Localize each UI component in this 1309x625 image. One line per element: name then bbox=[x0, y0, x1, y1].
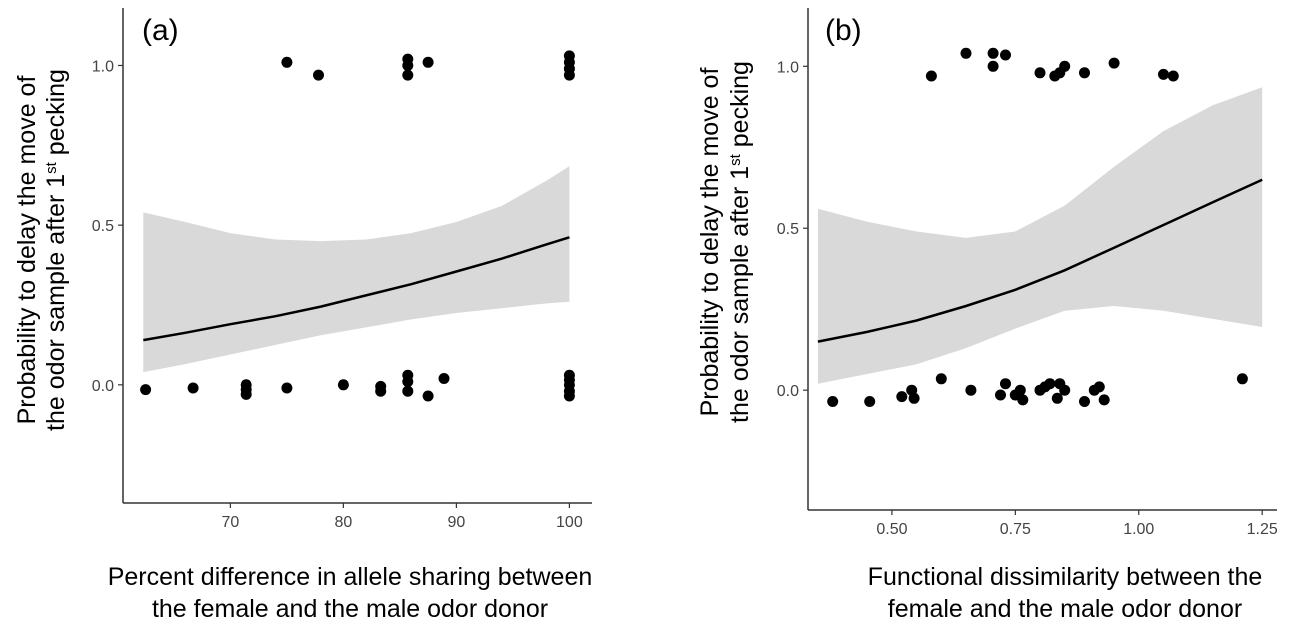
data-point bbox=[896, 391, 908, 403]
x-axis-title-a-line2: the female and the male odor donor bbox=[152, 595, 548, 623]
axes-b bbox=[807, 8, 1277, 511]
data-point bbox=[422, 56, 434, 68]
data-point bbox=[987, 47, 999, 59]
data-point bbox=[281, 382, 293, 394]
data-point bbox=[402, 69, 414, 81]
data-point bbox=[960, 47, 972, 59]
data-point bbox=[422, 390, 434, 402]
data-point bbox=[375, 385, 387, 397]
x-ticks-a: 70 80 90 100 bbox=[221, 503, 583, 531]
data-point bbox=[1108, 57, 1120, 69]
data-point bbox=[995, 389, 1006, 401]
x-ticks-b: 0.50 0.75 1.00 1.25 bbox=[876, 510, 1278, 538]
panel-b: 0.50 0.75 1.00 1.25 0.0 0.5 1.0 (b) Functiona… bbox=[696, 8, 1278, 623]
fitted-line bbox=[817, 178, 1263, 343]
x-axis-title-a-line1: Percent difference in allele sharing bet… bbox=[108, 563, 593, 591]
x-tick-label: 0.75 bbox=[1000, 521, 1031, 538]
y-axis-title-b-superscript: st bbox=[727, 153, 744, 166]
data-point bbox=[1000, 49, 1011, 61]
data-point bbox=[1017, 394, 1029, 406]
y-axis-title-a-superscript: st bbox=[43, 161, 60, 174]
y-axis-title-b-part2: pecking bbox=[726, 61, 754, 154]
fitted-line bbox=[143, 236, 570, 342]
data-point bbox=[1059, 60, 1071, 72]
data-point bbox=[1034, 67, 1046, 79]
data-point bbox=[140, 384, 152, 396]
confidence-band-b bbox=[817, 87, 1263, 384]
data-point bbox=[337, 379, 349, 391]
panel-label-b: (b) bbox=[825, 14, 862, 47]
data-point bbox=[1079, 67, 1090, 79]
x-tick-label: 0.50 bbox=[876, 521, 907, 538]
data-point bbox=[1014, 384, 1026, 396]
confidence-band bbox=[817, 87, 1263, 384]
y-axis-title-a-part1: the odor sample after 1 bbox=[42, 174, 70, 431]
x-axis-title-b-line1: Functional dissimilarity between the bbox=[868, 563, 1263, 591]
data-point bbox=[987, 60, 999, 72]
data-point bbox=[187, 382, 199, 394]
data-point bbox=[1051, 392, 1063, 404]
panel-a: 70 80 90 100 0.0 0.5 1.0 (a) Percent differen… bbox=[13, 8, 592, 623]
y-axis-title-a-line1: Probability to delay the move of bbox=[13, 76, 41, 425]
data-point bbox=[908, 392, 920, 404]
data-point bbox=[402, 60, 414, 71]
x-tick-label: 1.25 bbox=[1247, 521, 1278, 538]
y-ticks-a: 0.0 0.5 1.0 bbox=[92, 58, 123, 395]
data-point bbox=[240, 384, 252, 396]
data-point bbox=[438, 373, 450, 384]
data-point bbox=[1044, 378, 1056, 390]
y-ticks-b: 0.0 0.5 1.0 bbox=[777, 59, 808, 400]
confidence-band-a bbox=[143, 166, 570, 373]
x-tick-label: 70 bbox=[221, 514, 239, 531]
y-axis-title-a-part2: pecking bbox=[42, 69, 70, 162]
data-point bbox=[1098, 394, 1110, 406]
y-axis-title-b-line2: the odor sample after 1st pecking bbox=[726, 61, 754, 423]
data-point bbox=[935, 373, 947, 385]
data-points-b bbox=[827, 47, 1248, 407]
y-tick-label: 0.5 bbox=[92, 218, 114, 235]
fit-line-a bbox=[143, 236, 570, 342]
axes-a bbox=[122, 8, 592, 504]
y-tick-label: 1.0 bbox=[777, 59, 799, 76]
data-point bbox=[281, 56, 293, 68]
data-point bbox=[1059, 384, 1071, 396]
fit-line-b bbox=[817, 178, 1263, 343]
x-tick-label: 90 bbox=[447, 514, 465, 531]
y-tick-label: 0.0 bbox=[777, 383, 799, 400]
data-point bbox=[965, 384, 977, 396]
confidence-band bbox=[143, 166, 570, 373]
y-tick-label: 0.5 bbox=[777, 221, 799, 238]
data-point bbox=[864, 396, 876, 407]
x-tick-label: 1.00 bbox=[1123, 521, 1154, 538]
data-point bbox=[925, 70, 937, 82]
data-point bbox=[313, 69, 324, 81]
y-tick-label: 1.0 bbox=[92, 58, 114, 75]
data-point bbox=[1093, 381, 1105, 393]
data-point bbox=[563, 390, 575, 402]
data-point bbox=[563, 69, 575, 81]
data-point bbox=[827, 396, 839, 407]
x-tick-label: 80 bbox=[334, 514, 352, 531]
panel-label-a: (a) bbox=[142, 14, 179, 47]
y-axis-title-a-line2: the odor sample after 1st pecking bbox=[42, 69, 70, 431]
x-axis-title-b-line2: female and the male odor donor bbox=[888, 595, 1242, 623]
x-tick-label: 100 bbox=[556, 514, 583, 531]
data-points-a bbox=[140, 50, 575, 402]
data-point bbox=[1236, 373, 1248, 385]
y-tick-label: 0.0 bbox=[92, 378, 114, 395]
data-point bbox=[1000, 378, 1011, 390]
data-point bbox=[1079, 396, 1090, 407]
y-axis-title-b-part1: the odor sample after 1 bbox=[726, 166, 754, 423]
data-point bbox=[402, 376, 414, 388]
y-axis-title-b-line1: Probability to delay the move of bbox=[696, 68, 724, 417]
data-point bbox=[402, 385, 414, 397]
data-point bbox=[1167, 70, 1179, 82]
data-point bbox=[1158, 68, 1169, 80]
